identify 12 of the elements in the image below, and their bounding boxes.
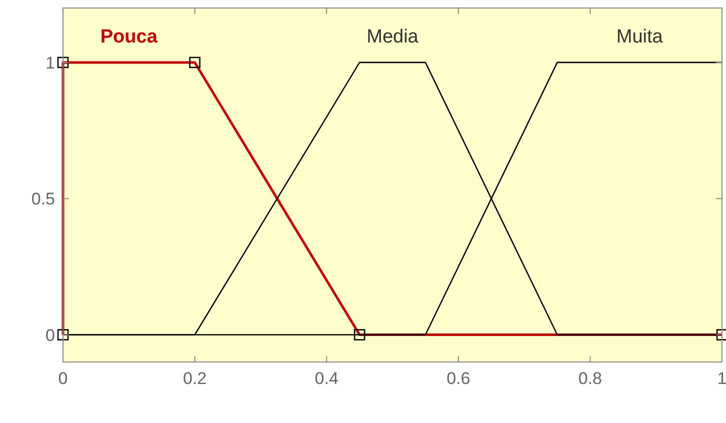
x-tick-label: 0.8 xyxy=(578,369,602,388)
x-tick-label: 1 xyxy=(717,369,726,388)
series-label: Media xyxy=(366,26,419,48)
x-tick-label: 0.4 xyxy=(314,369,338,388)
y-tick-label: 0.5 xyxy=(31,190,55,209)
series-label: Pouca xyxy=(100,26,158,48)
x-tick-label: 0.2 xyxy=(182,369,207,388)
y-tick-label: 0 xyxy=(46,326,55,345)
y-tick-label: 1 xyxy=(46,53,55,72)
series-label: Muita xyxy=(616,26,664,48)
x-tick-label: 0.6 xyxy=(446,369,470,388)
x-tick-label: 0 xyxy=(58,369,68,388)
